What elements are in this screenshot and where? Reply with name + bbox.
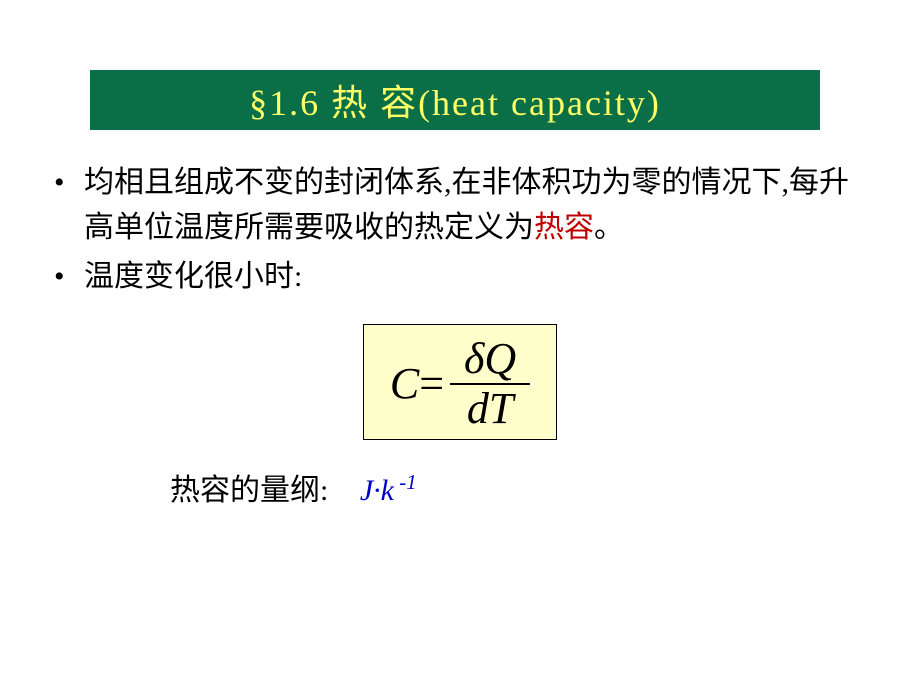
dimension-line: 热容的量纲: J·k -1 [50, 465, 870, 509]
formula-numerator: δQ [456, 335, 524, 383]
dimension-label: 热容的量纲: [170, 474, 328, 507]
formula-area: C = δQ dT [50, 324, 870, 440]
bullet-1-post: 。 [594, 211, 624, 244]
formula-eq: = [419, 362, 444, 406]
title-text: §1.6 热 容(heat capacity) [249, 74, 661, 126]
formula-denominator: dT [459, 385, 521, 433]
bullet-1-highlight: 热容 [534, 211, 594, 244]
formula-lhs: C [390, 362, 419, 406]
bullet-2-pre: 温度变化很小时: [84, 260, 302, 293]
bullet-2-text: 温度变化很小时: [84, 254, 870, 299]
dimension-value: J·k -1 [360, 474, 417, 507]
formula-inner: C = δQ dT [390, 335, 530, 433]
formula-fraction: δQ dT [450, 335, 530, 433]
bullet-1-pre: 均相且组成不变的封闭体系,在非体积功为零的情况下,每升高单位温度所需要吸收的热定… [84, 166, 849, 244]
title-banner: §1.6 热 容(heat capacity) [90, 70, 820, 130]
bullet-2: • 温度变化很小时: [50, 254, 870, 299]
bullet-dot-icon: • [50, 160, 84, 205]
formula-box: C = δQ dT [363, 324, 557, 440]
dimension-value-exp: -1 [394, 470, 417, 494]
bullet-1-text: 均相且组成不变的封闭体系,在非体积功为零的情况下,每升高单位温度所需要吸收的热定… [84, 160, 870, 250]
slide: §1.6 热 容(heat capacity) • 均相且组成不变的封闭体系,在… [0, 0, 920, 690]
bullet-1: • 均相且组成不变的封闭体系,在非体积功为零的情况下,每升高单位温度所需要吸收的… [50, 160, 870, 250]
body-area: • 均相且组成不变的封闭体系,在非体积功为零的情况下,每升高单位温度所需要吸收的… [50, 160, 870, 509]
dimension-value-base: J·k [360, 474, 394, 507]
bullet-dot-icon: • [50, 254, 84, 299]
